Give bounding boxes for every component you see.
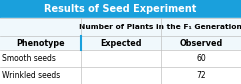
Bar — [81, 18, 241, 36]
Bar — [0, 0, 241, 18]
Text: Expected: Expected — [100, 39, 142, 48]
Text: 60: 60 — [196, 54, 206, 63]
Bar — [161, 36, 241, 50]
Bar — [0, 50, 241, 67]
Text: Wrinkled seeds: Wrinkled seeds — [2, 71, 61, 80]
Text: Results of Seed Experiment: Results of Seed Experiment — [44, 4, 197, 14]
Text: Phenotype: Phenotype — [16, 39, 65, 48]
Bar — [0, 18, 81, 50]
Text: Observed: Observed — [179, 39, 223, 48]
Bar — [0, 67, 241, 84]
Text: Smooth seeds: Smooth seeds — [2, 54, 56, 63]
Bar — [81, 36, 161, 50]
Text: 72: 72 — [196, 71, 206, 80]
Text: Number of Plants in the F₁ Generation: Number of Plants in the F₁ Generation — [80, 24, 241, 30]
